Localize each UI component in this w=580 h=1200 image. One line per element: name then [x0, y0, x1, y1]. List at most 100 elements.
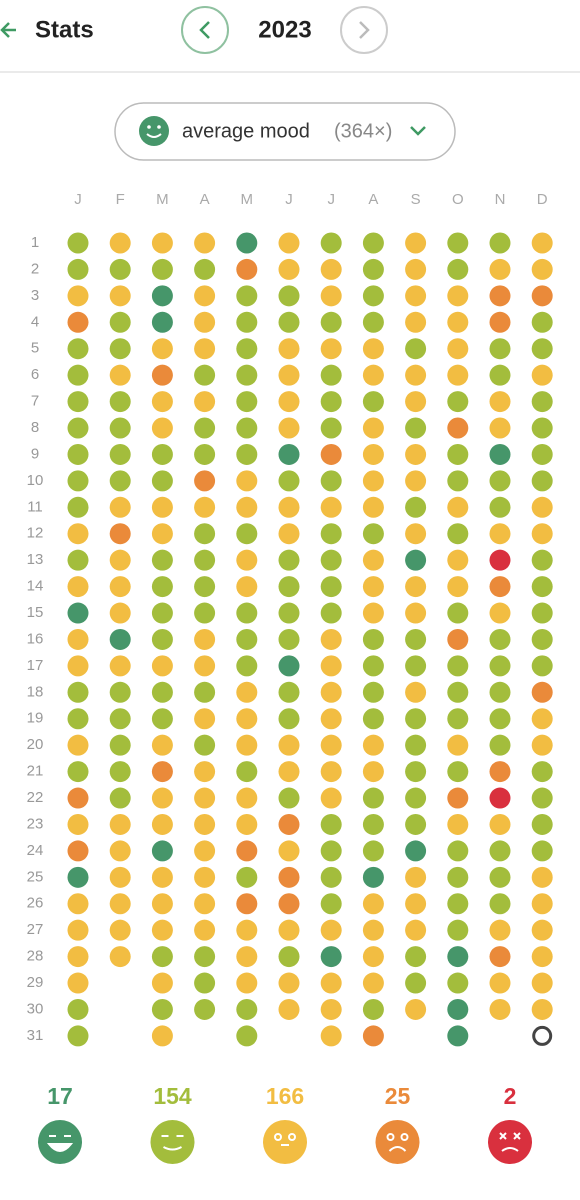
- mood-dot: [531, 681, 553, 703]
- mood-dot: [320, 338, 342, 360]
- mood-dot: [278, 496, 300, 518]
- face-eye: [400, 1133, 409, 1141]
- mood-dot: [278, 576, 300, 598]
- mood-dot: [236, 893, 258, 915]
- mood-dot: [320, 734, 342, 756]
- day-label: 5: [31, 340, 39, 357]
- prev-year-button[interactable]: [181, 6, 229, 54]
- mood-dot: [531, 338, 553, 360]
- mood-dot: [194, 734, 216, 756]
- mood-dot: [67, 866, 89, 888]
- mood-dot: [109, 734, 131, 756]
- mood-dot: [67, 576, 89, 598]
- mood-dot: [151, 258, 173, 280]
- next-year-button[interactable]: [340, 6, 388, 54]
- mood-dot: [194, 311, 216, 333]
- mood-dot: [67, 761, 89, 783]
- mood-dot: [109, 602, 131, 624]
- mood-dot: [362, 1025, 384, 1047]
- mood-dot: [236, 813, 258, 835]
- mood-dot: [194, 523, 216, 545]
- mood-dot: [151, 417, 173, 439]
- mood-dot: [151, 311, 173, 333]
- mood-dot: [531, 998, 553, 1020]
- mood-dot: [447, 549, 469, 571]
- mood-dot: [109, 576, 131, 598]
- mood-dot: [447, 813, 469, 835]
- mood-dot: [531, 972, 553, 994]
- mood-dot: [278, 998, 300, 1020]
- day-label: 28: [27, 948, 44, 965]
- day-label: 11: [27, 498, 43, 515]
- mood-dot: [489, 602, 511, 624]
- mood-dot: [236, 655, 258, 677]
- mood-dot: [67, 417, 89, 439]
- mood-dot: [67, 258, 89, 280]
- mood-dot: [489, 946, 511, 968]
- mood-dot: [278, 813, 300, 835]
- mood-dot: [278, 470, 300, 492]
- mood-dot: [194, 787, 216, 809]
- mood-dot: [447, 734, 469, 756]
- mood-dot: [194, 549, 216, 571]
- mood-dot: [278, 391, 300, 413]
- mood-dot: [194, 470, 216, 492]
- mood-dot: [362, 840, 384, 862]
- mood-dot: [531, 258, 553, 280]
- mood-dot: [362, 311, 384, 333]
- day-label: 12: [27, 525, 44, 542]
- day-label: 30: [27, 1000, 44, 1017]
- mood-dot: [362, 998, 384, 1020]
- mood-dot: [320, 946, 342, 968]
- mood-dot: [151, 338, 173, 360]
- day-label: 22: [27, 789, 44, 806]
- mood-dot: [489, 734, 511, 756]
- face-circle: [375, 1120, 420, 1164]
- mood-dot: [278, 919, 300, 941]
- mood-dot: [236, 919, 258, 941]
- day-label: 21: [27, 763, 44, 780]
- mood-dot: [405, 232, 427, 254]
- mood-dot: [489, 998, 511, 1020]
- mood-dot: [67, 655, 89, 677]
- mood-dot: [278, 602, 300, 624]
- mood-dot: [109, 470, 131, 492]
- mood-dot: [320, 866, 342, 888]
- mood-dot: [194, 893, 216, 915]
- mood-dot: [109, 919, 131, 941]
- back-arrow[interactable]: [0, 22, 16, 38]
- mood-dot: [194, 417, 216, 439]
- mood-dot: [236, 391, 258, 413]
- mood-dot: [194, 919, 216, 941]
- mood-face: [150, 1120, 195, 1164]
- mood-dot: [405, 417, 427, 439]
- mood-dot: [447, 311, 469, 333]
- mood-dot: [489, 787, 511, 809]
- mood-dot: [362, 523, 384, 545]
- mood-dot: [405, 972, 427, 994]
- mood-dot: [489, 338, 511, 360]
- mood-dot: [405, 470, 427, 492]
- mood-dot: [194, 866, 216, 888]
- mood-dot: [236, 998, 258, 1020]
- mood-dot: [109, 523, 131, 545]
- mood-dot: [236, 285, 258, 307]
- mood-face: [263, 1120, 307, 1164]
- mood-dot: [447, 391, 469, 413]
- mood-dot: [278, 972, 300, 994]
- mood-dot: [320, 523, 342, 545]
- day-label: 20: [27, 736, 44, 753]
- mood-dot: [278, 285, 300, 307]
- day-label: 23: [27, 815, 44, 832]
- mood-dot: [194, 946, 216, 968]
- mood-dot: [447, 919, 469, 941]
- mood-dot: [194, 628, 216, 650]
- mood-dot: [109, 417, 131, 439]
- mood-dot: [109, 813, 131, 835]
- day-label: 3: [31, 287, 39, 304]
- mood-dot: [405, 840, 427, 862]
- mood-dot: [362, 391, 384, 413]
- mood-dot: [278, 866, 300, 888]
- mood-filter-dropdown[interactable]: average mood (364×): [114, 102, 456, 161]
- mood-dot: [236, 840, 258, 862]
